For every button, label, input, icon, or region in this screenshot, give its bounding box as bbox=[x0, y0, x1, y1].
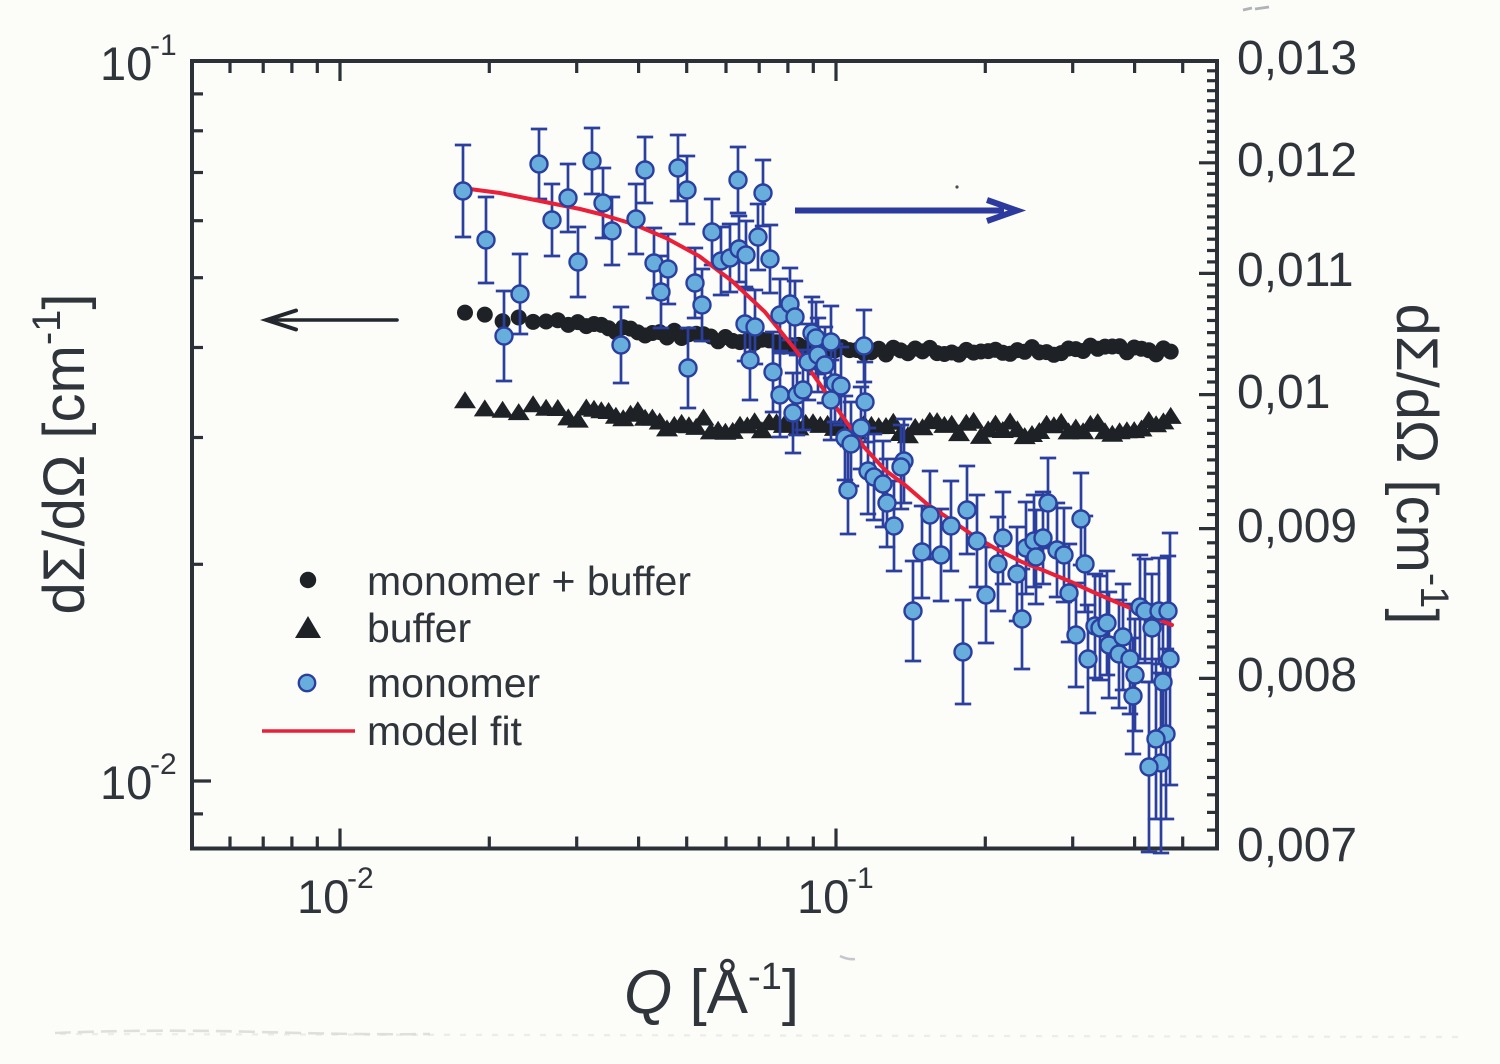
svg-text:0,012: 0,012 bbox=[1237, 134, 1357, 187]
svg-text:10: 10 bbox=[100, 756, 152, 809]
svg-text:dΣ/dΩ [cm-1]: dΣ/dΩ [cm-1] bbox=[1384, 303, 1456, 624]
svg-text:model fit: model fit bbox=[367, 708, 523, 754]
svg-text:-2: -2 bbox=[347, 862, 374, 895]
svg-text:monomer: monomer bbox=[367, 660, 540, 706]
svg-text:monomer + buffer: monomer + buffer bbox=[367, 558, 691, 604]
svg-text:10: 10 bbox=[797, 870, 849, 923]
svg-text:10: 10 bbox=[100, 37, 152, 90]
svg-text:-1: -1 bbox=[847, 862, 874, 895]
svg-text:buffer: buffer bbox=[367, 605, 471, 651]
svg-text:0,013: 0,013 bbox=[1237, 32, 1357, 85]
svg-text:dΣ/dΩ [cm-1]: dΣ/dΩ [cm-1] bbox=[25, 293, 97, 614]
svg-text:0,009: 0,009 bbox=[1237, 500, 1357, 553]
svg-text:10: 10 bbox=[297, 870, 349, 923]
svg-text:0,011: 0,011 bbox=[1237, 244, 1354, 297]
svg-text:-1: -1 bbox=[150, 29, 177, 62]
svg-text:0,007: 0,007 bbox=[1237, 819, 1357, 872]
svg-text:0,01: 0,01 bbox=[1237, 366, 1330, 419]
svg-text:Q [Å-1]: Q [Å-1] bbox=[624, 956, 799, 1027]
svg-text:-2: -2 bbox=[150, 748, 177, 781]
svg-text:0,008: 0,008 bbox=[1237, 649, 1357, 702]
